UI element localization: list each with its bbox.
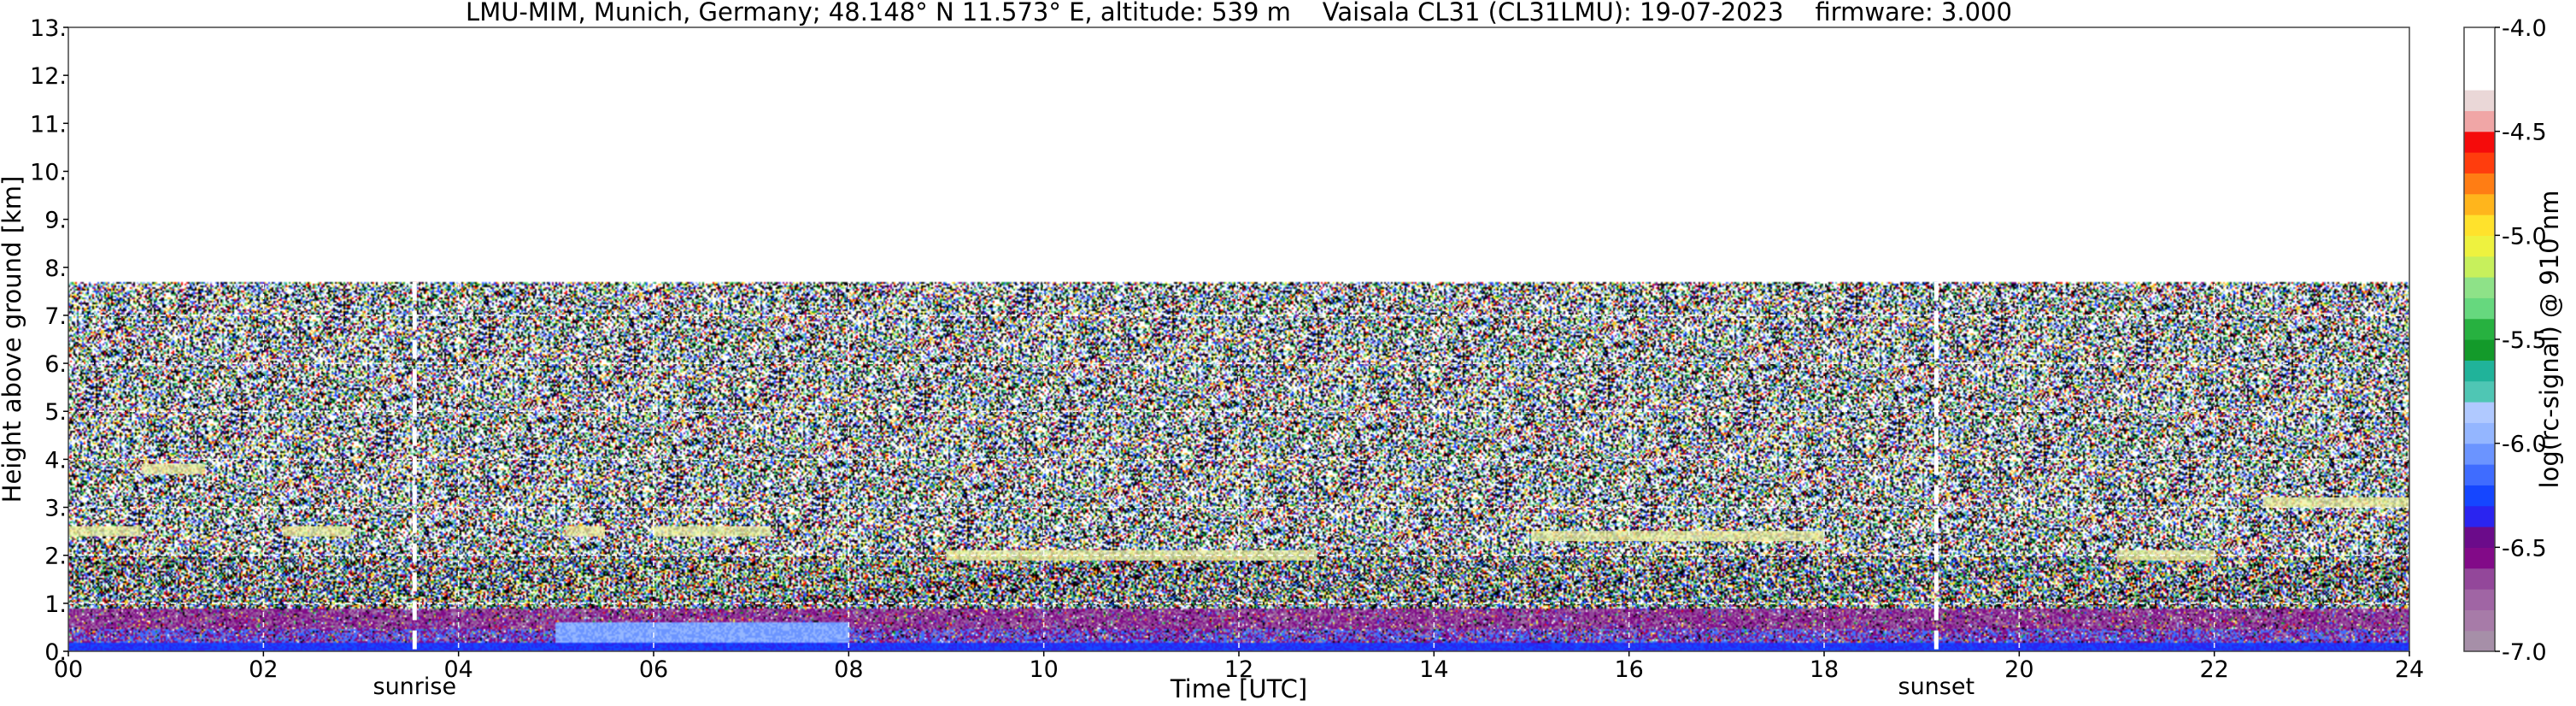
colorbar-segment — [2464, 527, 2495, 548]
y-tick-label: 1. — [44, 591, 67, 618]
chart-title: LMU-MIM, Munich, Germany; 48.148° N 11.5… — [466, 0, 2012, 26]
y-tick-label: 2. — [44, 544, 67, 570]
colorbar-segment — [2464, 173, 2495, 195]
x-tick-label: 00 — [54, 656, 83, 683]
colorbar-segment — [2464, 630, 2495, 652]
cloud-layer — [2262, 497, 2409, 508]
x-tick-label: 22 — [2199, 656, 2228, 683]
y-axis-ticks: 0. 1. 2. 3. 4. 5. 6. 7. 8. 9. 10. 11. 12. 13. — [30, 15, 68, 666]
colorbar-tick-label: -6.0 — [2502, 432, 2547, 458]
y-tick-label: 11. — [30, 111, 67, 138]
colorbar-segment — [2464, 235, 2495, 257]
colorbar-segment — [2464, 402, 2495, 423]
colorbar-segment — [2464, 90, 2495, 111]
y-tick-label: 13. — [30, 15, 67, 42]
colorbar-segment — [2464, 297, 2495, 320]
colorbar-segment — [2464, 485, 2495, 507]
colorbar-segment — [2464, 547, 2495, 569]
x-tick-label: 20 — [2004, 656, 2033, 683]
sun-marker-labels: sunrise sunset — [373, 674, 1975, 700]
y-tick-label: 3. — [44, 496, 67, 522]
cloud-layer — [283, 526, 352, 537]
colorbar-tick-label: -5.0 — [2502, 223, 2547, 250]
colorbar-segment — [2464, 193, 2495, 215]
colorbar-segment — [2464, 380, 2495, 403]
x-tick-label: 02 — [249, 656, 278, 683]
x-tick-label: 04 — [443, 656, 472, 683]
y-tick-label: 7. — [44, 303, 67, 330]
x-tick-label: 14 — [1419, 656, 1448, 683]
cloud-layer — [654, 526, 771, 537]
colorbar-segment — [2464, 505, 2495, 527]
colorbar-segment — [2464, 256, 2495, 278]
x-tick-label: 10 — [1029, 656, 1058, 683]
y-tick-label: 9. — [44, 208, 67, 234]
y-tick-label: 4. — [44, 447, 67, 474]
colorbar-segment — [2464, 443, 2495, 465]
colorbar-tick-label: -4.0 — [2502, 15, 2547, 42]
x-tick-label: 06 — [639, 656, 668, 683]
cloud-layer — [68, 526, 142, 537]
colorbar-tick-label: -6.5 — [2502, 535, 2547, 562]
grid-lines — [68, 27, 2409, 651]
x-axis-label: Time [UTC] — [1170, 674, 1307, 703]
plot-area — [68, 27, 2409, 651]
y-tick-label: 5. — [44, 399, 67, 426]
colorbar-segment — [2464, 339, 2495, 361]
colorbar-segment — [2464, 48, 2495, 70]
x-tick-label: 16 — [1614, 656, 1643, 683]
colorbar-segment — [2464, 27, 2495, 49]
colorbar-label: log(rc-signal) @ 910 nm — [2535, 191, 2564, 489]
colorbar-segment — [2464, 152, 2495, 174]
colorbar — [2464, 27, 2495, 652]
colorbar-segment — [2464, 589, 2495, 610]
y-tick-label: 12. — [30, 63, 67, 90]
cloud-layer — [1531, 531, 1824, 542]
y-tick-label: 8. — [44, 256, 67, 282]
sun-marker-label: sunrise — [373, 674, 457, 700]
y-tick-label: 6. — [44, 351, 67, 378]
colorbar-tick-label: -7.0 — [2502, 639, 2547, 666]
x-axis-ticks: 00 02 04 06 08 10 12 14 16 18 20 22 24 — [54, 651, 2424, 683]
x-tick-label: 08 — [834, 656, 863, 683]
sun-marker-label: sunset — [1898, 674, 1975, 700]
y-tick-label: 10. — [30, 159, 67, 185]
cloud-layer — [2116, 550, 2215, 561]
colorbar-tick-label: -4.5 — [2502, 120, 2547, 146]
colorbar-segment — [2464, 464, 2495, 485]
colorbar-segment — [2464, 215, 2495, 236]
y-axis-label: Height above ground [km] — [0, 176, 26, 503]
x-tick-label: 24 — [2395, 656, 2424, 683]
colorbar-segment — [2464, 360, 2495, 382]
colorbar-segment — [2464, 609, 2495, 632]
colorbar-segment — [2464, 68, 2495, 91]
cloud-layer — [141, 463, 205, 474]
colorbar-segment — [2464, 568, 2495, 590]
cloud-layer — [566, 526, 605, 537]
colorbar-ticks: -7.0 -6.5 -6.0 -5.5 -5.0 -4.5 -4.0 — [2495, 15, 2547, 666]
y-tick-label: 0. — [44, 639, 67, 666]
sun-markers — [412, 281, 1939, 651]
colorbar-tick-label: -5.5 — [2502, 327, 2547, 354]
cloud-layer — [946, 550, 1317, 561]
colorbar-segment — [2464, 131, 2495, 153]
colorbar-segment — [2464, 277, 2495, 298]
x-tick-label: 18 — [1810, 656, 1839, 683]
x-tick-label: 12 — [1224, 656, 1253, 683]
colorbar-segment — [2464, 318, 2495, 340]
colorbar-segment — [2464, 110, 2495, 132]
colorbar-segment — [2464, 422, 2495, 444]
